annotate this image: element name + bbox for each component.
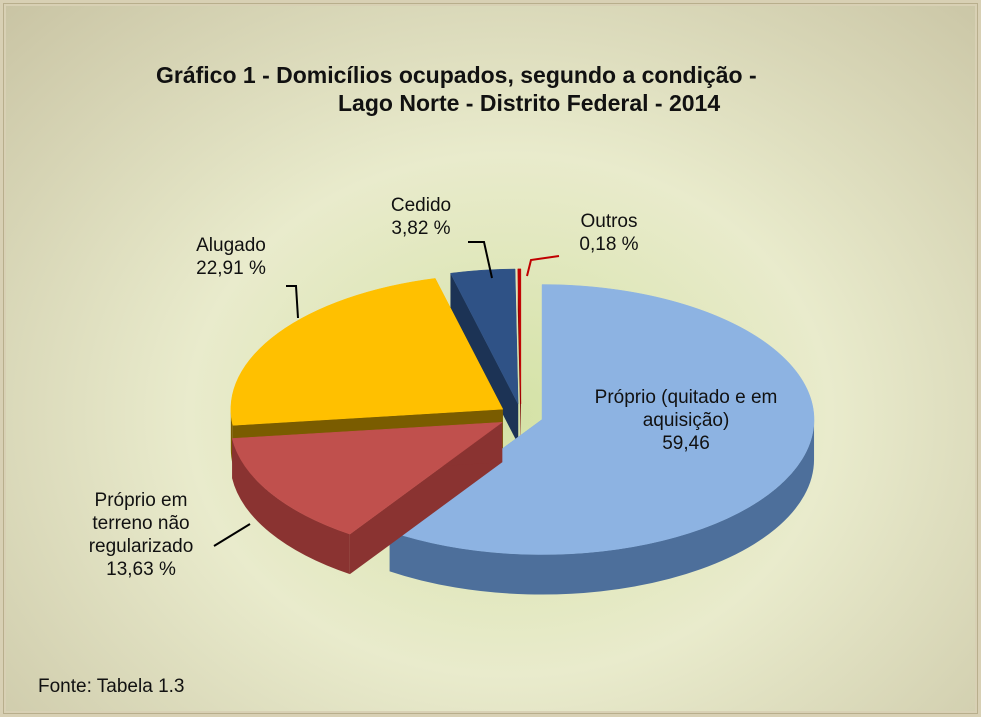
category-label: Próprio (quitado e em aquisição) <box>594 387 778 431</box>
slice-side <box>389 419 815 595</box>
pie <box>230 268 815 595</box>
footnote: Fonte: Tabela 1.3 <box>38 676 185 697</box>
data-label: Outros 0,18 % <box>554 210 664 256</box>
leader-line <box>526 255 560 277</box>
value-label: 3,82 % <box>391 218 451 239</box>
data-label: Próprio em terreno não regularizado 13,63… <box>66 489 216 581</box>
value-label: 0,18 % <box>579 234 639 255</box>
slice <box>230 278 504 426</box>
leader-line <box>213 523 251 547</box>
category-label: Outros <box>580 211 638 232</box>
category-label: Alugado <box>196 235 266 256</box>
leader-line <box>286 285 299 319</box>
chart-title: Lago Norte - Distrito Federal - 2014 <box>338 90 721 116</box>
slice <box>450 268 519 405</box>
leader-line <box>468 241 493 279</box>
data-label: Cedido 3,82 % <box>366 194 476 240</box>
category-label: Cedido <box>390 195 452 216</box>
value-label: 59,46 <box>662 433 710 454</box>
slice <box>231 422 504 535</box>
slice <box>517 268 522 404</box>
leader-lines <box>213 241 560 547</box>
chart-title: Gráfico 1 - Domicílios ocupados, segundo… <box>156 62 757 88</box>
slice <box>389 284 815 555</box>
slice-side <box>450 273 519 444</box>
value-label: 22,91 % <box>196 258 266 279</box>
chart <box>213 241 815 595</box>
data-label: Próprio (quitado e em aquisição) 59,46 <box>566 386 806 455</box>
value-label: 13,63 % <box>106 559 176 580</box>
slice-side <box>232 438 350 575</box>
category-label: Próprio em terreno não regularizado <box>88 490 194 557</box>
data-label: Alugado 22,91 % <box>166 234 296 280</box>
